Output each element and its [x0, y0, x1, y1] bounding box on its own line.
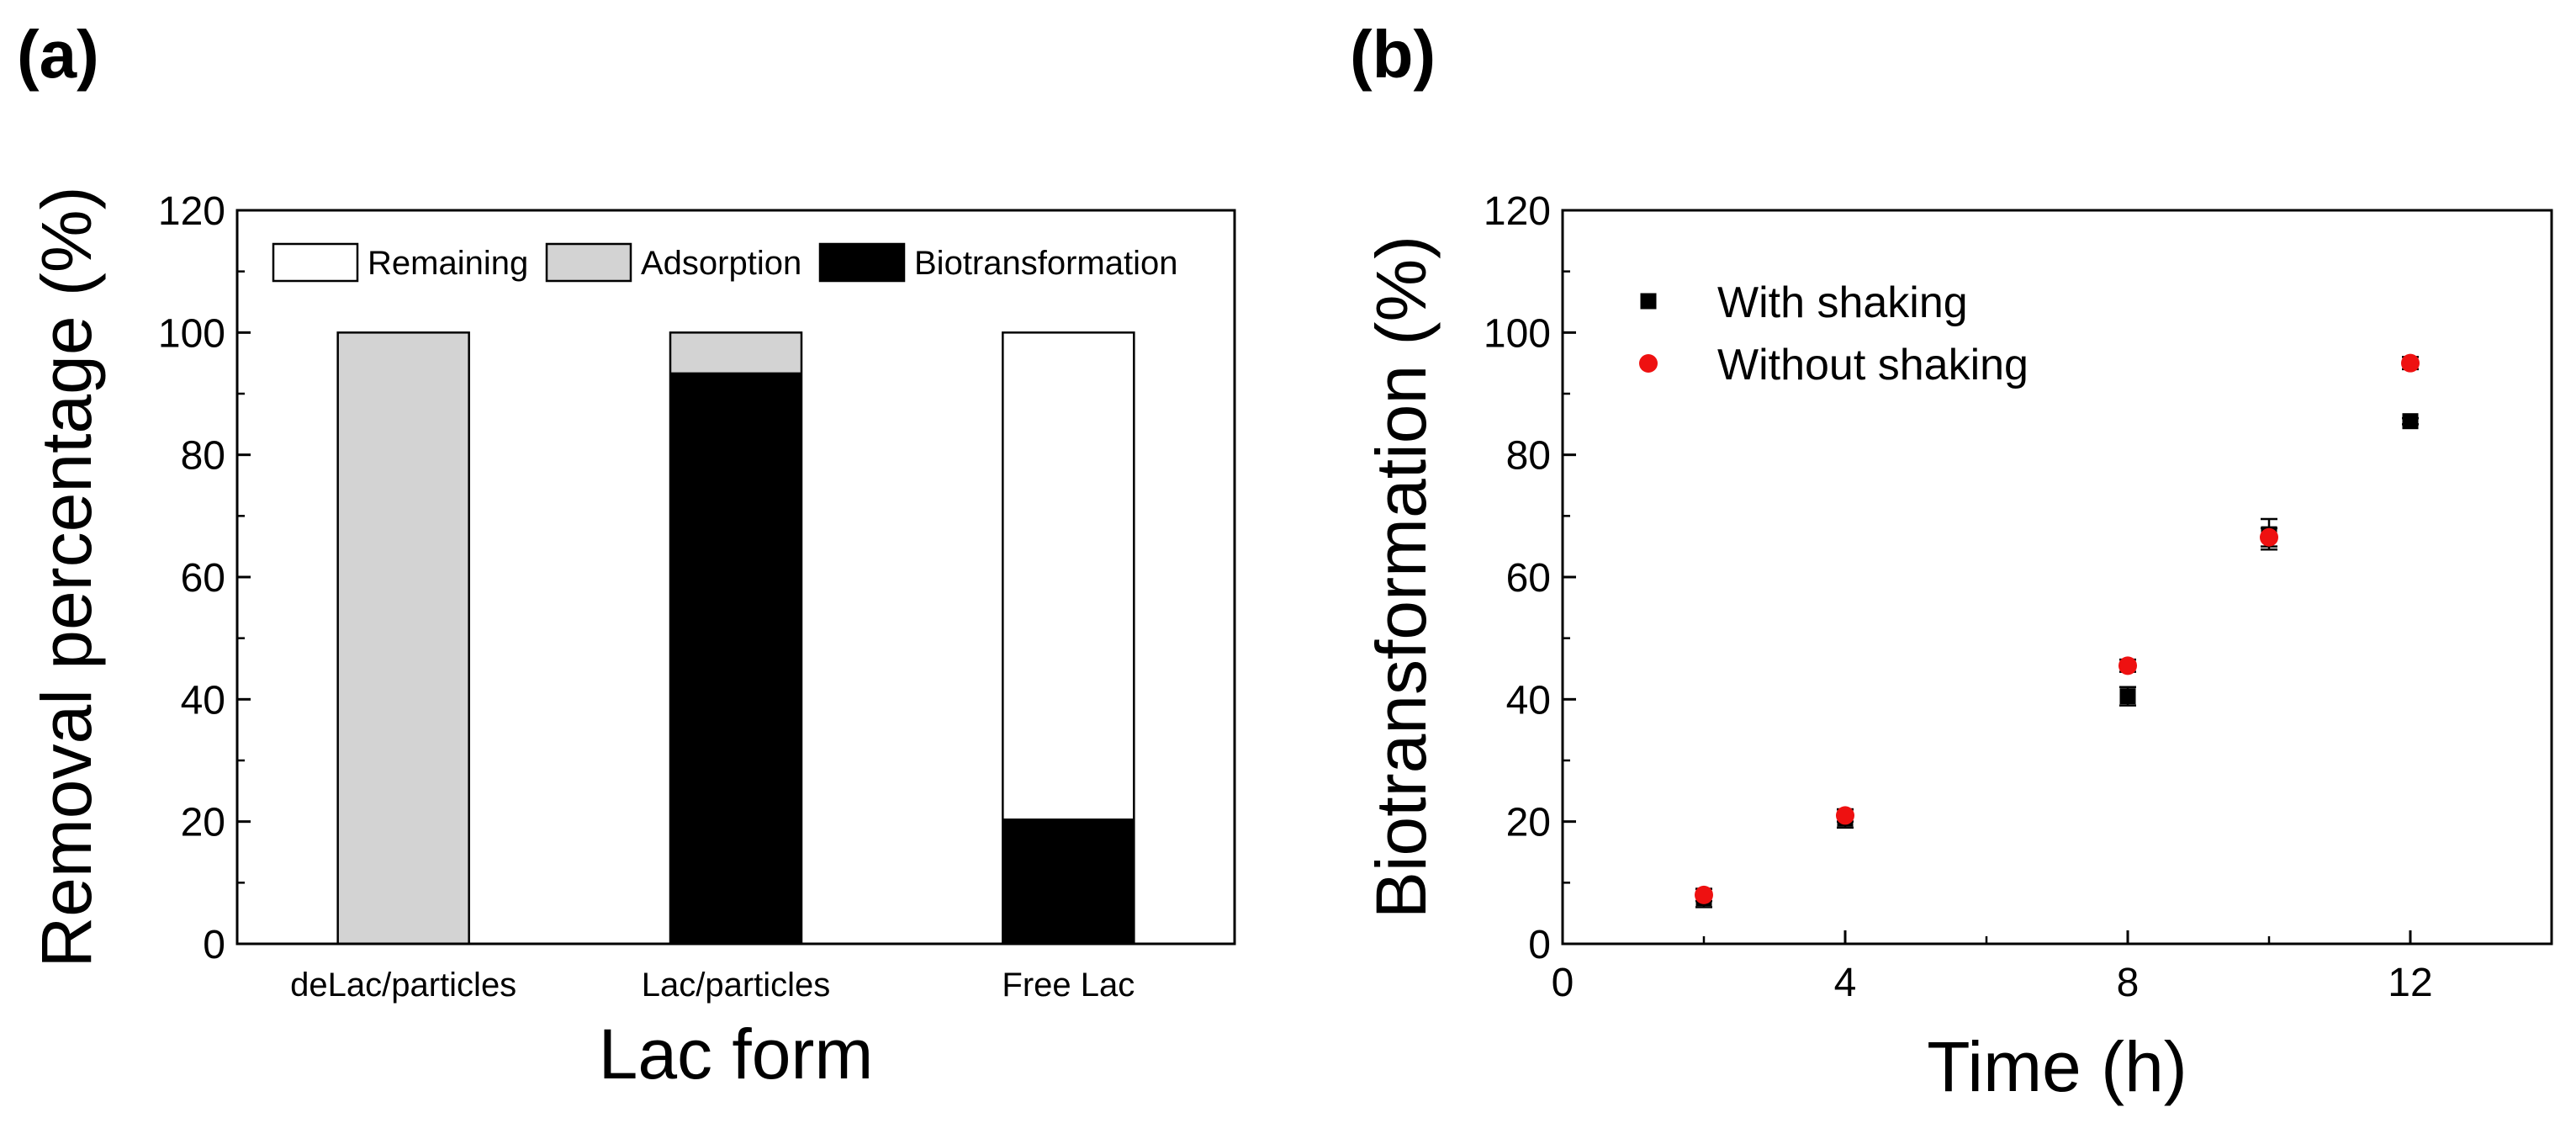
y-tick-label-40: 40: [1506, 678, 1551, 723]
legend-marker-without-shaking: [1639, 354, 1658, 373]
y-axis-title-a: Removal percentage (%): [27, 186, 106, 967]
y-tick-label-60: 60: [1506, 556, 1551, 601]
legend-b: With shaking Without shaking: [1639, 278, 2029, 389]
y-tick-label-120: 120: [1484, 189, 1551, 234]
point-without-shaking-4: [1836, 806, 1854, 825]
legend-swatch-biotransformation: [818, 242, 906, 283]
series-without-shaking: [1695, 353, 2420, 904]
x-tick-label-4: 4: [1834, 961, 1857, 1005]
point-without-shaking-8: [2118, 656, 2137, 675]
x-tick-label-8: 8: [2117, 961, 2140, 1005]
x-axis-title-b: Time (h): [1927, 1027, 2187, 1106]
legend-a: Remaining Adsorption Biotransformation: [272, 242, 1177, 283]
bar-adsorption-delac-particles: [337, 332, 469, 944]
legend-marker-with-shaking: [1640, 293, 1657, 310]
point-without-shaking-12: [2401, 353, 2420, 373]
plot-frame-b: [1561, 209, 2553, 946]
category-label-lac-particles: Lac/particles: [642, 967, 831, 1004]
series-with-shaking: [1695, 413, 2419, 908]
bar-adsorption-lac-particles: [670, 332, 801, 373]
y-tick-label-60: 60: [181, 556, 225, 601]
chart-panel-a: deLac/particles Lac/particles Free Lac 0 20 4…: [27, 186, 1236, 1094]
y-axis-title-b: Biotransformation (%): [1362, 236, 1441, 919]
bars: [336, 331, 1135, 946]
bar-biotransformation-lac-particles: [670, 372, 801, 945]
y-tick-label-40: 40: [181, 678, 225, 723]
category-label-delac-particles: deLac/particles: [290, 967, 516, 1004]
x-axis-title-a: Lac form: [599, 1014, 874, 1094]
point-with-shaking-8: [2119, 688, 2136, 705]
y-tick-label-20: 20: [181, 801, 225, 845]
x-tick-label-0: 0: [1552, 961, 1574, 1005]
y-tick-label-80: 80: [1506, 434, 1551, 479]
y-tick-label-20: 20: [1506, 801, 1551, 845]
y-axis-a: 0 20 40 60 80 100 120: [158, 189, 251, 967]
x-tick-label-12: 12: [2388, 961, 2432, 1005]
bar-biotransformation-free-lac: [1002, 818, 1135, 944]
y-tick-label-120: 120: [158, 189, 225, 234]
y-tick-label-80: 80: [181, 434, 225, 479]
y-tick-label-0: 0: [203, 923, 225, 967]
panel-label-a: (a): [17, 17, 99, 92]
y-tick-label-100: 100: [1484, 311, 1551, 356]
category-label-free-lac: Free Lac: [1002, 967, 1135, 1004]
y-tick-label-0: 0: [1528, 923, 1551, 967]
legend-label-remaining: Remaining: [368, 245, 528, 282]
legend-swatch-adsorption: [545, 242, 632, 283]
legend-label-without-shaking: Without shaking: [1717, 341, 2029, 389]
point-without-shaking-2: [1695, 885, 1713, 904]
chart-panel-b: 0 20 40 60 80 100 120 0 4 8 12 Time (h) Biotransform…: [1362, 189, 2553, 1106]
legend-swatch-remaining: [272, 242, 359, 283]
panel-label-b: (b): [1350, 17, 1436, 92]
y-tick-label-100: 100: [158, 311, 225, 356]
x-axis-b: 0 4 8 12: [1552, 930, 2553, 1005]
legend-label-adsorption: Adsorption: [641, 245, 801, 282]
bar-remaining-free-lac: [1002, 332, 1135, 819]
legend-label-biotransformation: Biotransformation: [914, 245, 1177, 282]
legend-label-with-shaking: With shaking: [1717, 278, 1968, 327]
point-without-shaking-10: [2260, 527, 2278, 547]
point-with-shaking-12: [2402, 413, 2419, 430]
y-axis-b: 0 20 40 60 80 100 120: [1484, 189, 1576, 967]
